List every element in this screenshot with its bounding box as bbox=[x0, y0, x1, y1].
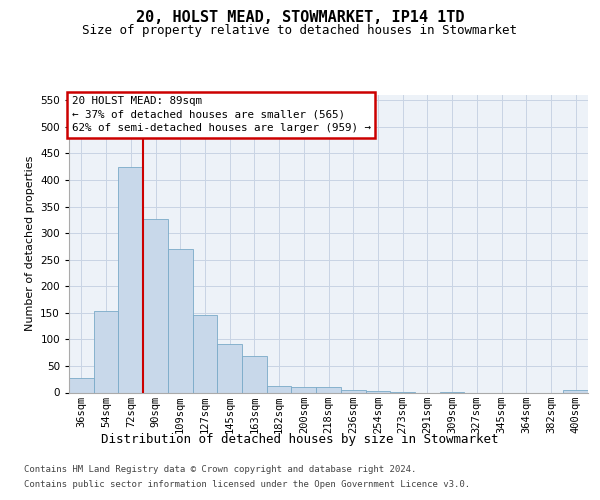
Text: 20, HOLST MEAD, STOWMARKET, IP14 1TD: 20, HOLST MEAD, STOWMARKET, IP14 1TD bbox=[136, 10, 464, 25]
Bar bbox=[316, 387, 341, 392]
Bar bbox=[69, 378, 94, 392]
Text: Distribution of detached houses by size in Stowmarket: Distribution of detached houses by size … bbox=[101, 432, 499, 446]
Bar bbox=[193, 316, 217, 392]
Bar bbox=[563, 390, 588, 392]
Text: 20 HOLST MEAD: 89sqm
← 37% of detached houses are smaller (565)
62% of semi-deta: 20 HOLST MEAD: 89sqm ← 37% of detached h… bbox=[71, 96, 371, 133]
Text: Size of property relative to detached houses in Stowmarket: Size of property relative to detached ho… bbox=[83, 24, 517, 37]
Bar bbox=[217, 344, 242, 393]
Bar bbox=[118, 166, 143, 392]
Text: Contains public sector information licensed under the Open Government Licence v3: Contains public sector information licen… bbox=[24, 480, 470, 489]
Bar bbox=[168, 249, 193, 392]
Y-axis label: Number of detached properties: Number of detached properties bbox=[25, 156, 35, 332]
Text: Contains HM Land Registry data © Crown copyright and database right 2024.: Contains HM Land Registry data © Crown c… bbox=[24, 465, 416, 474]
Bar bbox=[242, 356, 267, 392]
Bar bbox=[94, 311, 118, 392]
Bar bbox=[267, 386, 292, 392]
Bar bbox=[341, 390, 365, 392]
Bar bbox=[143, 219, 168, 392]
Bar bbox=[292, 387, 316, 392]
